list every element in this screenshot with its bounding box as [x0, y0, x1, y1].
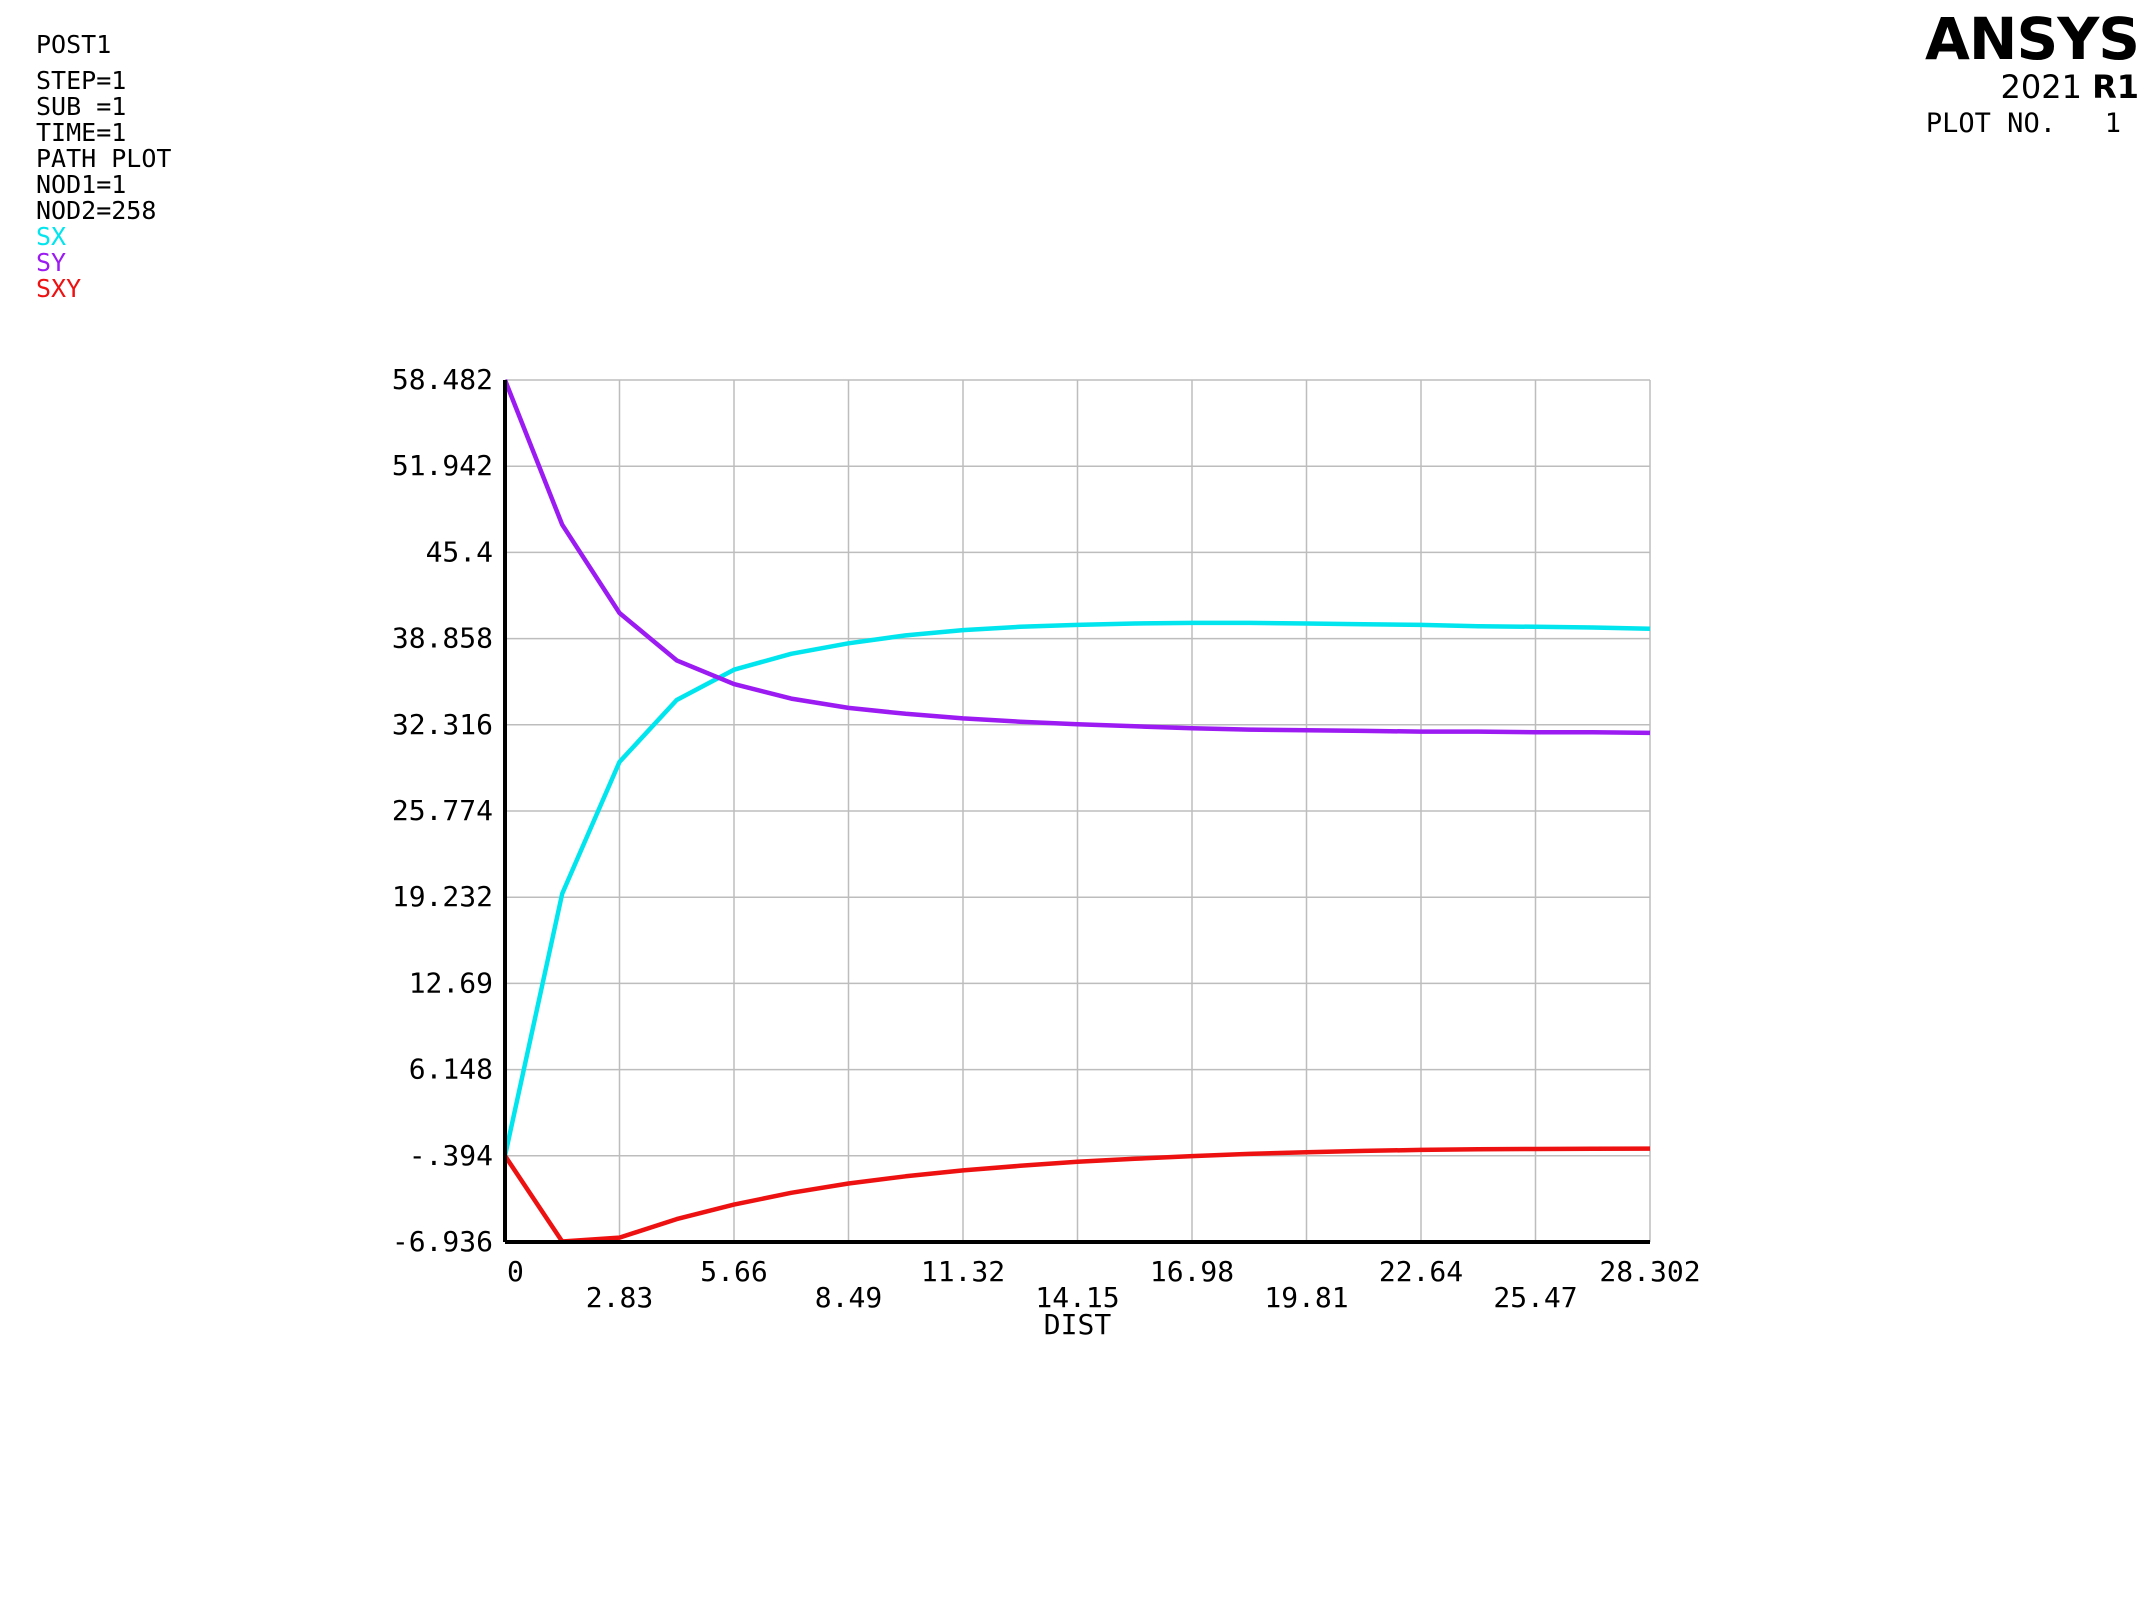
logo-version: 2021 R1: [1925, 70, 2139, 104]
x-tick-label: 11.32: [921, 1255, 1005, 1288]
info-line-path-plot: PATH PLOT: [36, 144, 172, 173]
x-tick-label: 5.66: [700, 1255, 767, 1288]
x-tick-label: 8.49: [815, 1281, 882, 1314]
x-tick-label: 2.83: [586, 1281, 653, 1314]
plot-no-value: 1: [2104, 108, 2121, 139]
grid-layer: [504, 379, 1651, 1243]
info-block: POST1 STEP=1 SUB =1 TIME=1 PATH PLOT NOD…: [36, 32, 171, 302]
x-tick-label: 19.81: [1264, 1281, 1348, 1314]
y-tick-label: 12.69: [409, 966, 493, 999]
legend-entry-sy: SY: [36, 248, 67, 277]
y-tick-label: 6.148: [409, 1053, 493, 1086]
y-tick-label: 45.4: [426, 535, 493, 568]
y-tick-label: 58.482: [392, 363, 493, 396]
y-tick-label: 25.774: [392, 794, 493, 827]
y-tick-label: 51.942: [392, 449, 493, 482]
y-tick-label: 19.232: [392, 880, 493, 913]
x-axis-label: DIST: [1044, 1308, 1112, 1341]
logo-release: R1: [2092, 68, 2139, 106]
plot-no-label: PLOT NO.: [1925, 108, 2056, 139]
x-tick-label: 22.64: [1379, 1255, 1463, 1288]
series-line-sxy: [503, 1146, 1651, 1244]
x-tick-label: 14.15: [1035, 1281, 1119, 1314]
plot-number: PLOT NO. 1: [1926, 108, 2121, 139]
logo-brand: ANSYS: [1925, 5, 2140, 73]
series-line-sy: [502, 379, 1651, 736]
logo-year: 2021: [2000, 68, 2082, 106]
ansys-logo: ANSYS 2021 R1: [1925, 5, 2140, 104]
y-tick-label: -.394: [409, 1139, 493, 1172]
y-tick-label: 32.316: [392, 708, 493, 741]
info-line-nod2: NOD2=258: [36, 196, 157, 225]
series-layer: [502, 379, 1651, 1244]
y-tick-label: 38.858: [392, 622, 493, 655]
legend-entry-sx: SX: [36, 222, 67, 251]
x-tick-label: 28.302: [1599, 1255, 1700, 1288]
axis-layer: [503, 380, 1650, 1244]
x-tick-label: 0: [507, 1255, 524, 1288]
info-line-nod1: NOD1=1: [36, 170, 127, 199]
series-line-sx: [502, 620, 1651, 1157]
info-line-post: POST1: [36, 30, 112, 59]
info-line-time: TIME=1: [36, 118, 127, 147]
y-tick-label: -6.936: [392, 1225, 493, 1258]
x-tick-label: 16.98: [1150, 1255, 1234, 1288]
x-tick-label: 25.47: [1493, 1281, 1577, 1314]
info-line-step: STEP=1: [36, 66, 127, 95]
legend-entry-sxy: SXY: [36, 274, 82, 303]
info-line-sub: SUB =1: [36, 92, 127, 121]
label-layer: -6.936 -.394 6.148 12.69 19.232 25.774 32.316 3…: [392, 363, 1701, 1341]
